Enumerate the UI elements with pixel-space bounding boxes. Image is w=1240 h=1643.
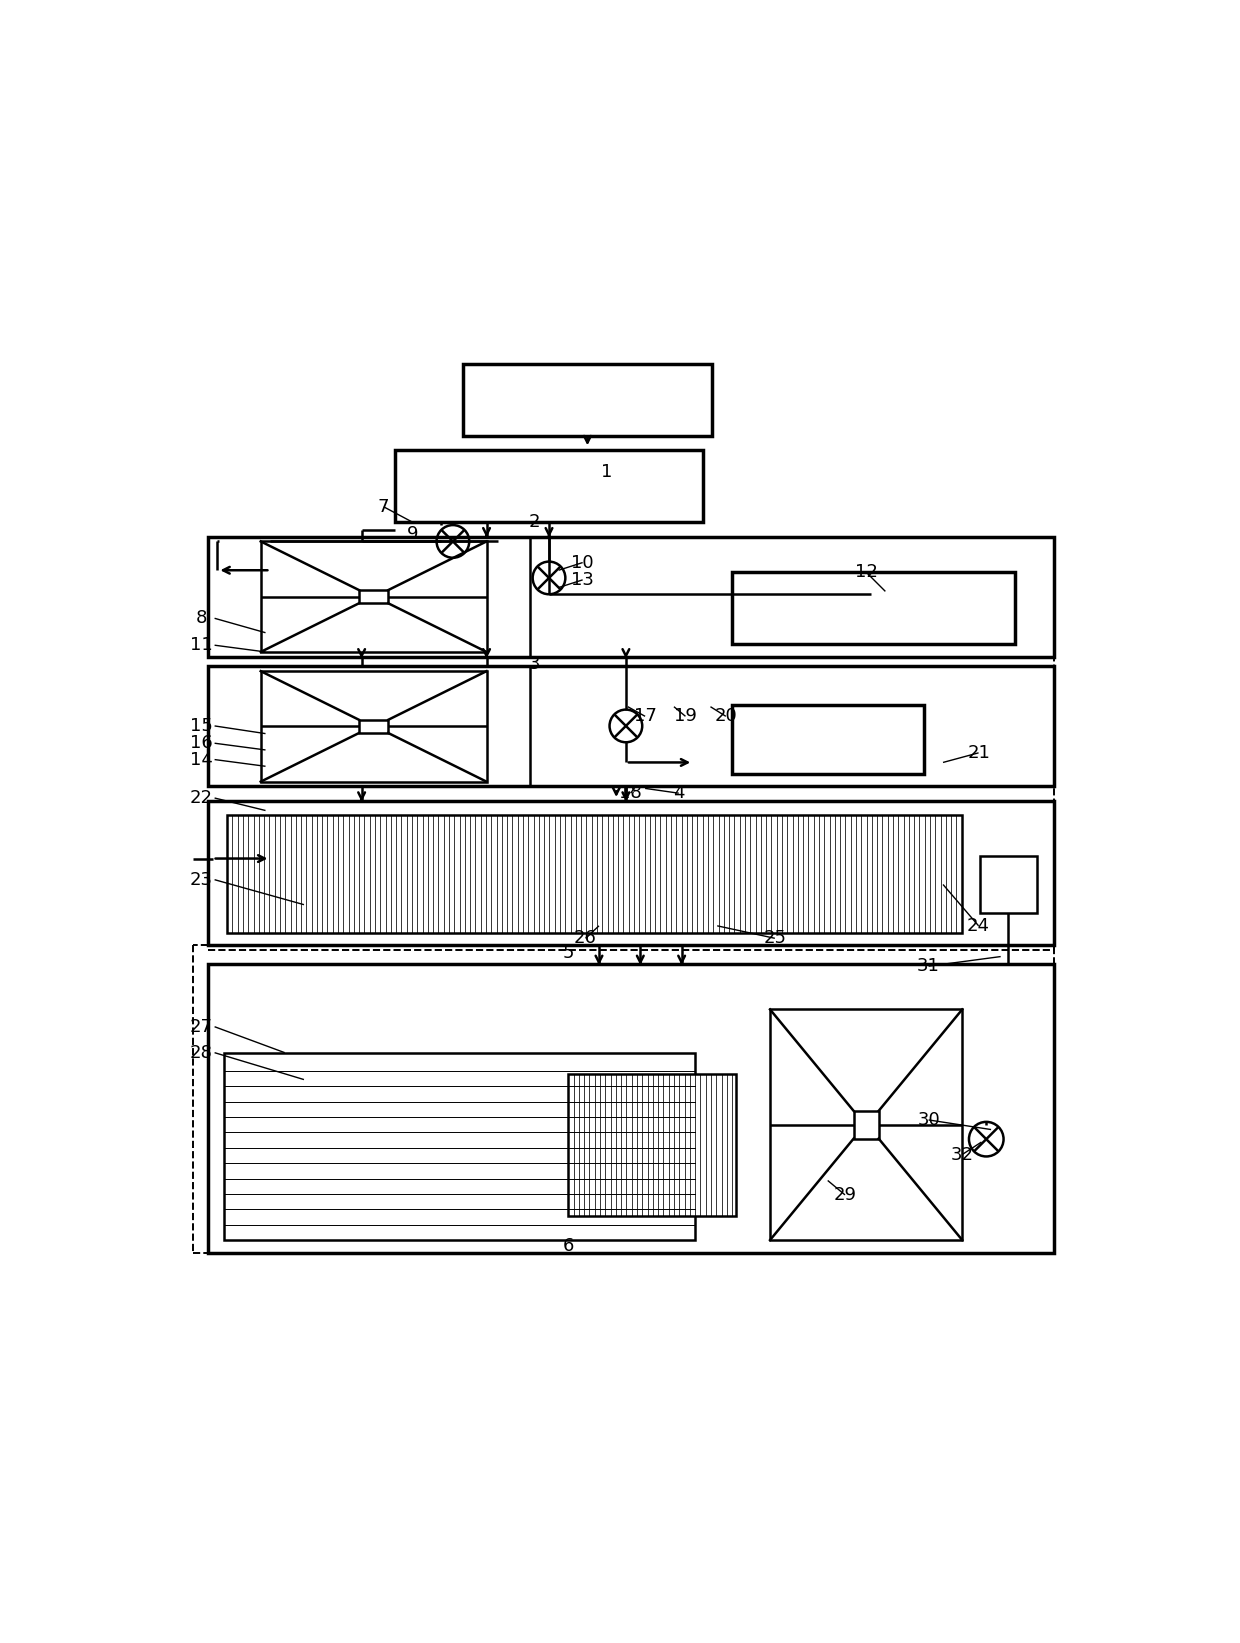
Bar — [463, 363, 713, 435]
Text: 3: 3 — [528, 656, 541, 674]
Bar — [732, 705, 924, 774]
Text: 29: 29 — [833, 1186, 857, 1204]
Text: 21: 21 — [967, 744, 990, 762]
Bar — [980, 856, 1037, 914]
Text: 11: 11 — [190, 636, 212, 654]
Bar — [227, 815, 962, 933]
Text: 18: 18 — [619, 784, 642, 802]
Bar — [770, 1009, 962, 1240]
Text: 12: 12 — [854, 564, 878, 582]
Text: 8: 8 — [196, 610, 207, 628]
Text: 31: 31 — [918, 958, 940, 976]
Text: 16: 16 — [190, 734, 212, 752]
Text: 6: 6 — [563, 1237, 574, 1255]
Bar — [853, 1111, 879, 1139]
Text: 19: 19 — [675, 708, 697, 725]
Bar — [208, 964, 1054, 1252]
Text: 26: 26 — [574, 930, 596, 948]
Text: 4: 4 — [673, 784, 684, 802]
Bar — [224, 1053, 696, 1240]
Bar — [260, 670, 486, 782]
Text: 2: 2 — [528, 513, 541, 531]
Text: 14: 14 — [190, 751, 212, 769]
Text: 9: 9 — [407, 524, 418, 542]
Text: 32: 32 — [951, 1145, 973, 1163]
Bar — [732, 572, 1016, 644]
Bar — [208, 800, 1054, 945]
Text: 22: 22 — [190, 789, 212, 807]
Text: 17: 17 — [634, 708, 656, 725]
Text: 27: 27 — [190, 1017, 212, 1035]
Text: 23: 23 — [190, 871, 212, 889]
Bar — [208, 537, 1054, 657]
Text: 13: 13 — [572, 570, 594, 588]
Text: 20: 20 — [714, 708, 738, 725]
Text: 5: 5 — [563, 943, 574, 961]
Bar — [396, 450, 703, 522]
Text: 1: 1 — [601, 463, 613, 481]
Text: 28: 28 — [190, 1043, 212, 1061]
Bar — [568, 1075, 737, 1216]
Bar — [260, 542, 486, 652]
Bar — [358, 720, 388, 733]
Text: 7: 7 — [378, 498, 389, 516]
Bar — [358, 590, 388, 603]
Text: 25: 25 — [764, 930, 786, 948]
Text: 15: 15 — [190, 716, 212, 734]
Text: 10: 10 — [572, 554, 594, 572]
Text: 24: 24 — [967, 917, 990, 935]
Text: 30: 30 — [918, 1111, 940, 1129]
Bar — [208, 667, 1054, 787]
